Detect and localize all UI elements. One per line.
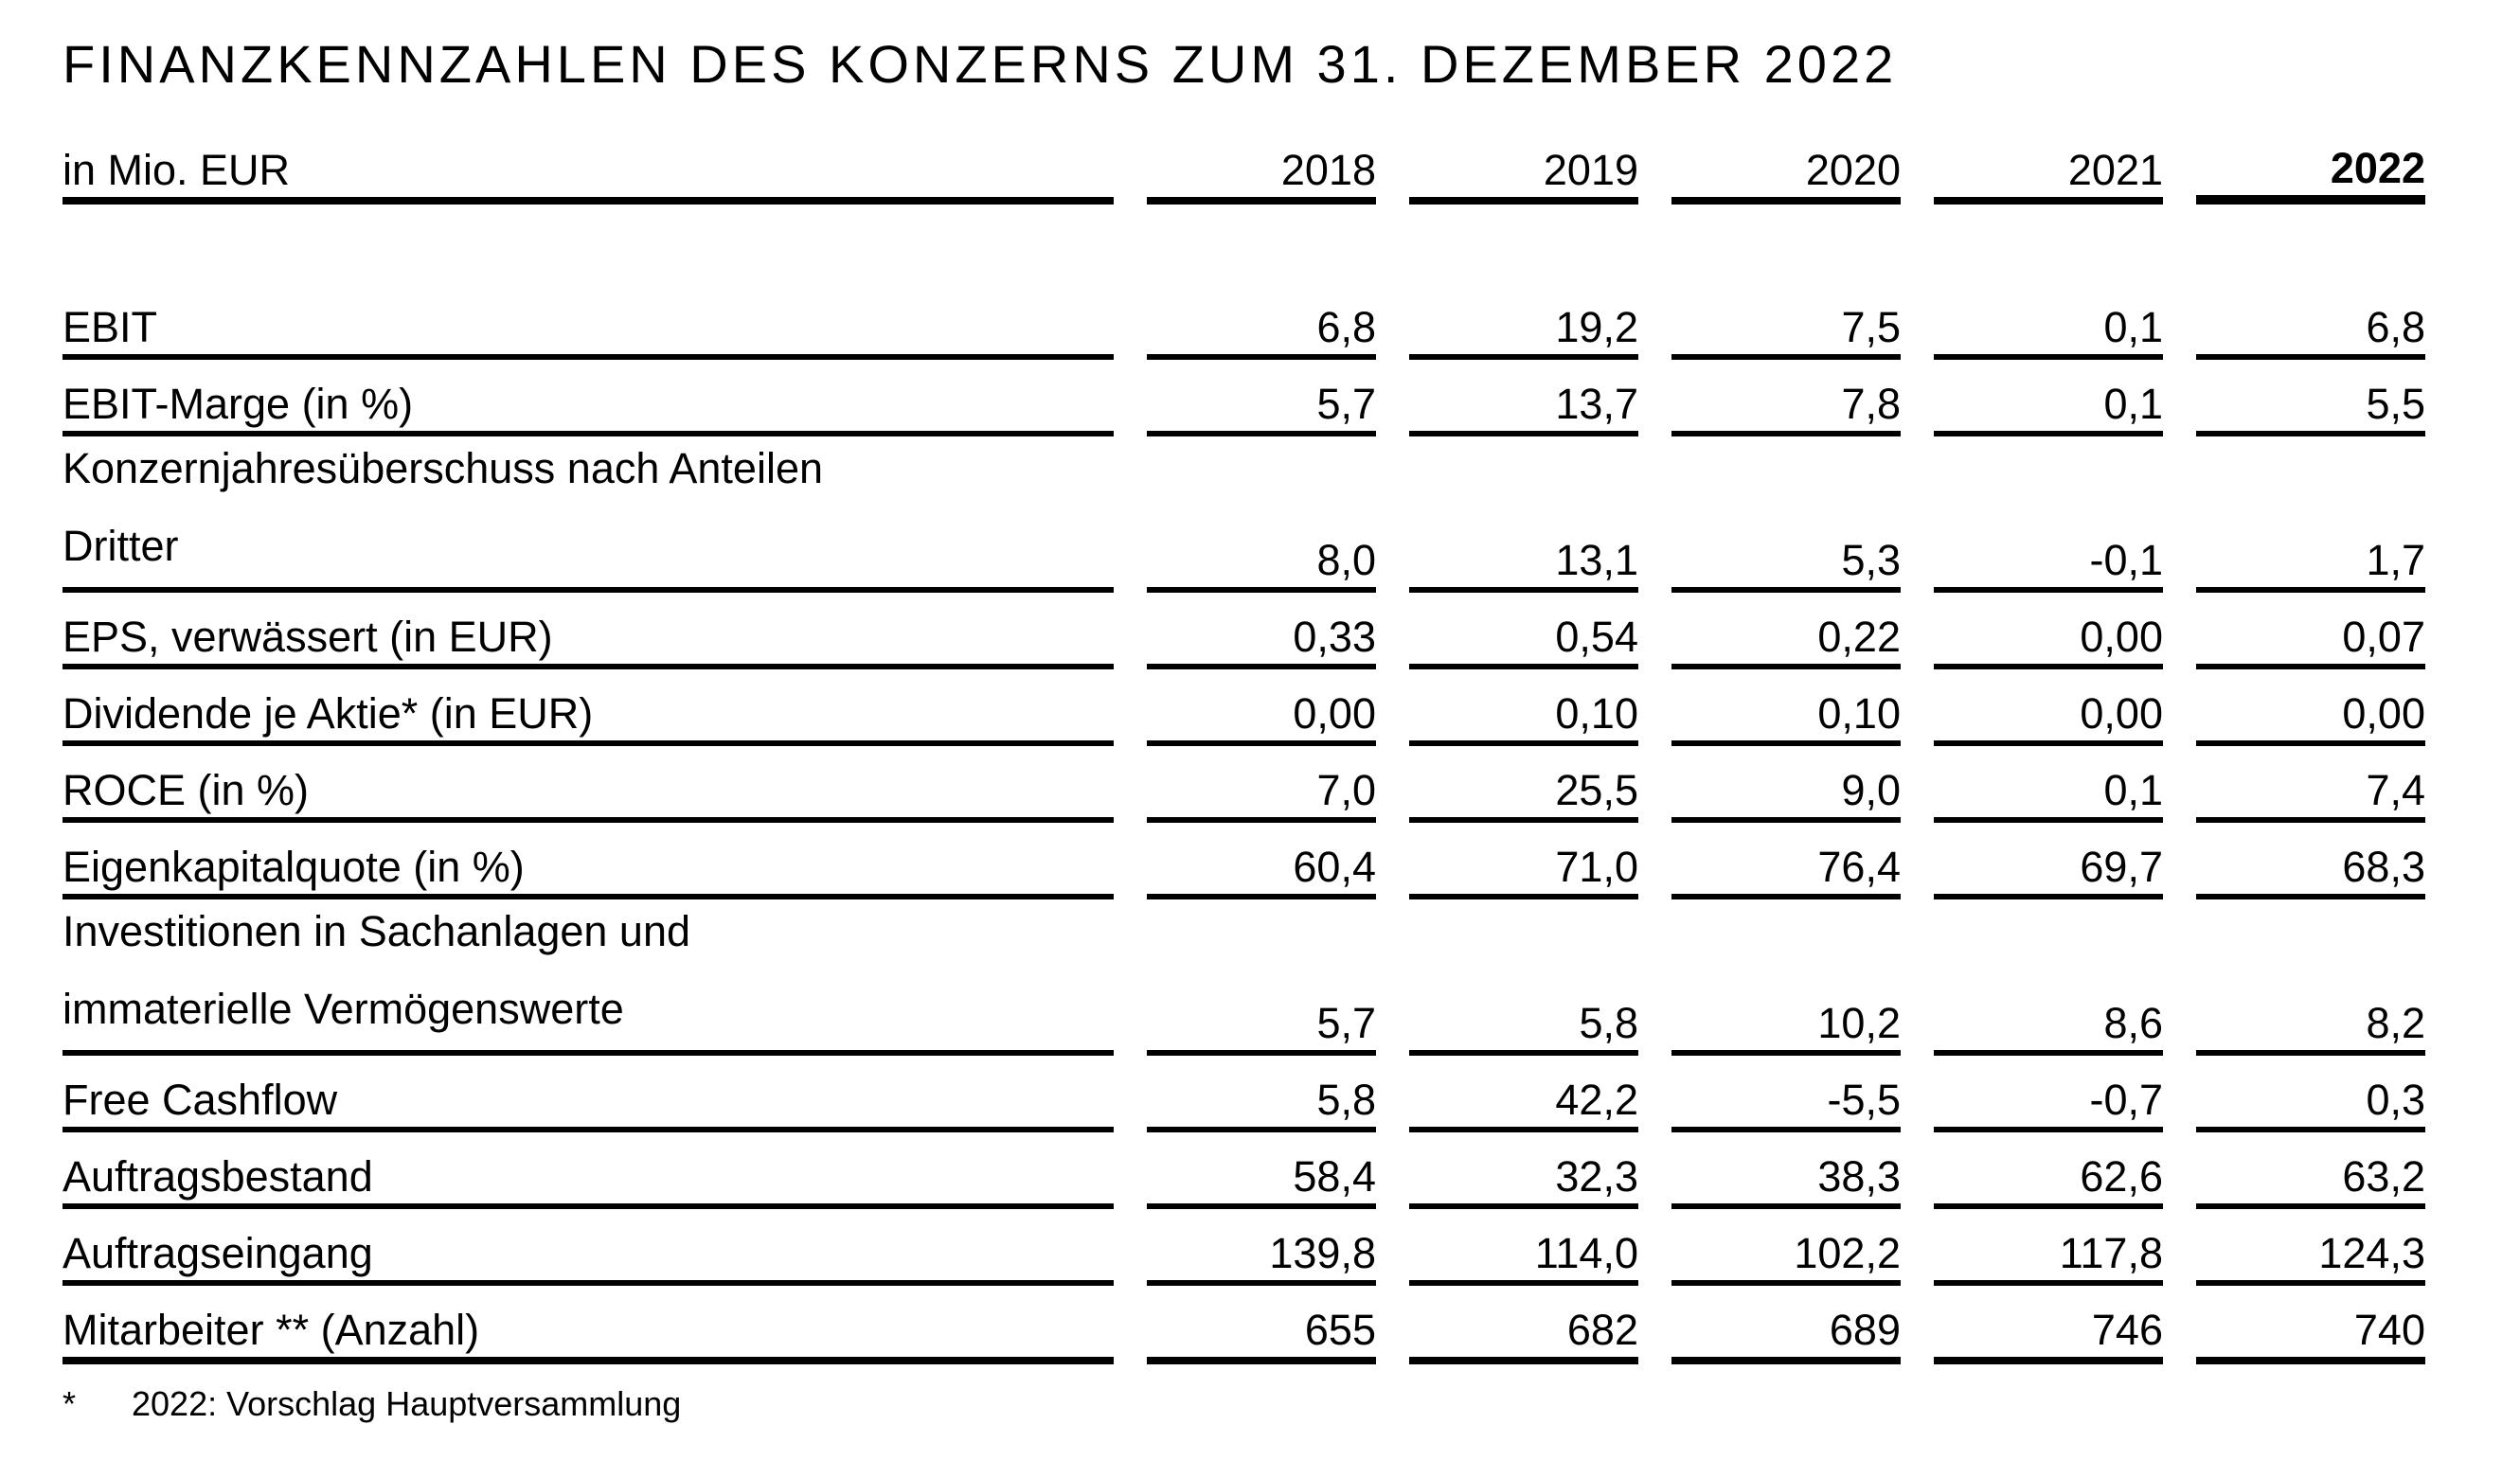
- row-value: 124,3: [2196, 1209, 2425, 1286]
- table-row: Dividende je Aktie* (in EUR) 0,00 0,10 0,10…: [63, 669, 2425, 746]
- row-value: 0,07: [2196, 593, 2425, 669]
- row-value: 114,0: [1409, 1209, 1638, 1286]
- row-value: 25,5: [1409, 746, 1638, 823]
- table-row: Free Cashflow 5,8 42,2 -5,5 -0,7 0,3: [63, 1056, 2425, 1132]
- row-value: 8,0: [1147, 436, 1376, 593]
- row-value: 0,10: [1409, 669, 1638, 746]
- row-value: 7,5: [1671, 205, 1901, 360]
- row-value: 740: [2196, 1286, 2425, 1364]
- table-body: EBIT 6,8 19,2 7,5 0,1 6,8 EBIT-Marge (in %) 5,7…: [63, 205, 2425, 1364]
- row-value: 0,1: [1934, 746, 2163, 823]
- row-value: 1,7: [2196, 436, 2425, 593]
- row-value: 0,3: [2196, 1056, 2425, 1132]
- row-value: 5,7: [1147, 360, 1376, 436]
- row-value: 0,1: [1934, 360, 2163, 436]
- row-value: -0,1: [1934, 436, 2163, 593]
- row-value: 8,2: [2196, 899, 2425, 1056]
- row-value: 682: [1409, 1286, 1638, 1364]
- row-value: 102,2: [1671, 1209, 1901, 1286]
- row-value: 71,0: [1409, 823, 1638, 899]
- table-row: EBIT-Marge (in %) 5,7 13,7 7,8 0,1 5,5: [63, 360, 2425, 436]
- table-row: EPS, verwässert (in EUR) 0,33 0,54 0,22 0,00…: [63, 593, 2425, 669]
- row-value: 5,5: [2196, 360, 2425, 436]
- row-value: 13,1: [1409, 436, 1638, 593]
- row-value: -5,5: [1671, 1056, 1901, 1132]
- row-value: 63,2: [2196, 1132, 2425, 1209]
- footnote: * 2022: Vorschlag Hauptversammlung: [63, 1383, 2425, 1425]
- row-value: 0,1: [1934, 205, 2163, 360]
- table-row: Auftragseingang 139,8 114,0 102,2 117,8 124,3: [63, 1209, 2425, 1286]
- row-value: 689: [1671, 1286, 1901, 1364]
- row-value: 58,4: [1147, 1132, 1376, 1209]
- row-value: 62,6: [1934, 1132, 2163, 1209]
- table-header-row: in Mio. EUR 2018 2019 2020 2021 2022: [63, 135, 2425, 205]
- row-label: Mitarbeiter ** (Anzahl): [63, 1286, 1114, 1364]
- row-value: 68,3: [2196, 823, 2425, 899]
- table-row: EBIT 6,8 19,2 7,5 0,1 6,8: [63, 205, 2425, 360]
- row-label: ROCE (in %): [63, 746, 1114, 823]
- row-value: 117,8: [1934, 1209, 2163, 1286]
- row-value: 0,00: [1934, 669, 2163, 746]
- year-header: 2021: [1934, 135, 2163, 205]
- row-value: 0,10: [1671, 669, 1901, 746]
- row-value: 13,7: [1409, 360, 1638, 436]
- row-value: 0,00: [2196, 669, 2425, 746]
- row-value: 9,0: [1671, 746, 1901, 823]
- year-header: 2019: [1409, 135, 1638, 205]
- row-value: 746: [1934, 1286, 2163, 1364]
- page-title: FINANZKENNZAHLEN DES KONZERNS ZUM 31. DE…: [63, 34, 1898, 94]
- row-label: Free Cashflow: [63, 1056, 1114, 1132]
- table-row: Mitarbeiter ** (Anzahl) 655 682 689 746 740: [63, 1286, 2425, 1364]
- row-value: 19,2: [1409, 205, 1638, 360]
- row-label: Investitionen in Sachanlagen und immater…: [63, 899, 1114, 1056]
- row-value: 5,8: [1409, 899, 1638, 1056]
- row-value: 69,7: [1934, 823, 2163, 899]
- row-label: Auftragsbestand: [63, 1132, 1114, 1209]
- row-label: Auftragseingang: [63, 1209, 1114, 1286]
- row-label: EBIT-Marge (in %): [63, 360, 1114, 436]
- row-value: 42,2: [1409, 1056, 1638, 1132]
- row-value: 0,00: [1147, 669, 1376, 746]
- row-value: 10,2: [1671, 899, 1901, 1056]
- row-value: 7,8: [1671, 360, 1901, 436]
- row-value: 38,3: [1671, 1132, 1901, 1209]
- table-row: Konzernjahresüberschuss nach Anteilen Dr…: [63, 436, 2425, 593]
- row-value: 6,8: [2196, 205, 2425, 360]
- year-header: 2018: [1147, 135, 1376, 205]
- table-row: ROCE (in %) 7,0 25,5 9,0 0,1 7,4: [63, 746, 2425, 823]
- footnote-text: 2022: Vorschlag Hauptversammlung: [132, 1384, 682, 1423]
- unit-label: in Mio. EUR: [63, 135, 1114, 205]
- year-header: 2022: [2196, 135, 2425, 205]
- row-value: 655: [1147, 1286, 1376, 1364]
- year-header: 2020: [1671, 135, 1901, 205]
- footnote-marker: *: [63, 1384, 77, 1423]
- row-value: 0,22: [1671, 593, 1901, 669]
- row-label: EPS, verwässert (in EUR): [63, 593, 1114, 669]
- row-value: 0,33: [1147, 593, 1376, 669]
- row-value: 0,54: [1409, 593, 1638, 669]
- row-value: 0,00: [1934, 593, 2163, 669]
- row-value: 76,4: [1671, 823, 1901, 899]
- row-label: Konzernjahresüberschuss nach Anteilen Dr…: [63, 436, 1114, 593]
- row-value: -0,7: [1934, 1056, 2163, 1132]
- row-value: 7,4: [2196, 746, 2425, 823]
- row-value: 6,8: [1147, 205, 1376, 360]
- row-label: Eigenkapitalquote (in %): [63, 823, 1114, 899]
- row-label: Dividende je Aktie* (in EUR): [63, 669, 1114, 746]
- row-value: 60,4: [1147, 823, 1376, 899]
- table-row: Auftragsbestand 58,4 32,3 38,3 62,6 63,2: [63, 1132, 2425, 1209]
- row-label: EBIT: [63, 205, 1114, 360]
- row-value: 32,3: [1409, 1132, 1638, 1209]
- table-row: Investitionen in Sachanlagen und immater…: [63, 899, 2425, 1056]
- row-value: 5,8: [1147, 1056, 1376, 1132]
- table-row: Eigenkapitalquote (in %) 60,4 71,0 76,4 69,7…: [63, 823, 2425, 899]
- row-value: 5,3: [1671, 436, 1901, 593]
- row-value: 7,0: [1147, 746, 1376, 823]
- row-value: 5,7: [1147, 899, 1376, 1056]
- row-value: 8,6: [1934, 899, 2163, 1056]
- row-value: 139,8: [1147, 1209, 1376, 1286]
